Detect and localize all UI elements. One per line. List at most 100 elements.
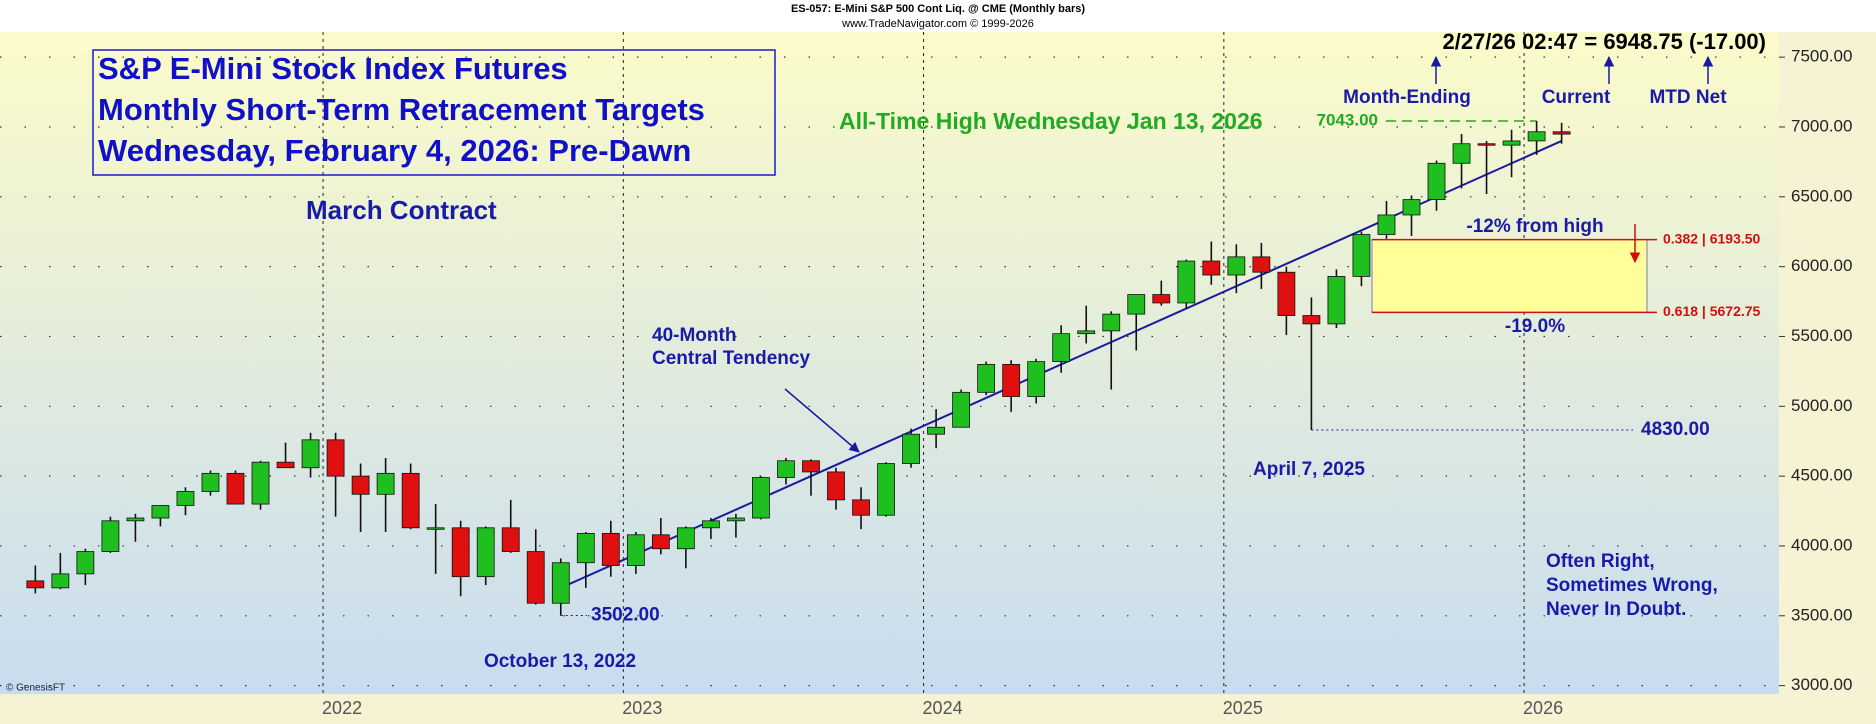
plot-background	[0, 32, 1779, 694]
ath-label: 7043.00	[1317, 110, 1378, 129]
candle-body	[1052, 333, 1071, 363]
chart-subtitle: www.TradeNavigator.com © 1999-2026	[841, 18, 1034, 30]
candle-body	[827, 471, 845, 501]
candle-body	[151, 505, 170, 519]
y-tick-label: 6000.00	[1791, 256, 1852, 275]
trend-arrow	[784, 388, 860, 453]
contract-label: March Contract	[306, 195, 497, 225]
x-tick-label: 2023	[622, 698, 662, 718]
low-label: 3502.00	[591, 605, 660, 626]
candle-body	[26, 580, 45, 589]
y-tick-label: 4000.00	[1791, 535, 1852, 554]
candle-body	[501, 527, 520, 552]
low-label: 4830.00	[1641, 419, 1710, 440]
candle-body	[226, 472, 245, 505]
candle-body	[1002, 363, 1021, 397]
candle-body	[51, 573, 70, 589]
y-tick-label: 5000.00	[1791, 396, 1852, 415]
candle-body	[1127, 294, 1146, 315]
quote-label: Current	[1542, 87, 1611, 108]
date-label: April 7, 2025	[1253, 459, 1365, 480]
candle-body	[301, 439, 320, 469]
retracement-text: -19.0%	[1505, 316, 1565, 337]
y-axis-strip	[1779, 32, 1876, 724]
candle-body	[1527, 131, 1546, 142]
motto: Sometimes Wrong,	[1546, 575, 1718, 596]
candle-body	[526, 551, 545, 604]
y-tick-label: 7000.00	[1791, 116, 1852, 135]
candle-body	[676, 527, 695, 550]
candle-body	[276, 461, 295, 469]
chart-layer: 3000.00 3500.00 4000.00 4500.00 5000.00 5500.…	[0, 29, 1852, 718]
candle-body	[1452, 143, 1471, 164]
quote: 2/27/26 02:47 = 6948.75 (-17.00)	[1442, 29, 1766, 54]
candle-body	[1377, 214, 1396, 235]
y-tick-label: 7500.00	[1791, 47, 1852, 66]
retracement-label: 0.382 | 6193.50	[1663, 230, 1761, 246]
motto: Never In Doubt.	[1546, 599, 1686, 620]
candle-body	[1402, 199, 1421, 216]
chart-title: ES-057: E-Mini S&P 500 Cont Liq. @ CME (…	[791, 3, 1085, 15]
credit: © GenesisFT	[6, 683, 65, 694]
headline: Wednesday, February 4, 2026: Pre-Dawn	[98, 133, 691, 168]
ath-text: All-Time High Wednesday Jan 13, 2026	[839, 108, 1263, 134]
candle-body	[727, 517, 745, 522]
candle-body	[626, 534, 645, 566]
candle-body	[251, 461, 270, 505]
trend-label: Central Tendency	[652, 348, 810, 369]
candle-body	[1552, 131, 1571, 135]
candle-body	[852, 499, 870, 516]
candle-body	[176, 491, 195, 506]
candle-body	[952, 391, 971, 428]
x-tick-label: 2022	[322, 698, 362, 718]
candle-body	[1252, 256, 1271, 273]
candle-body	[476, 527, 495, 578]
candle-body	[601, 532, 620, 566]
candle-body	[1077, 330, 1096, 335]
candle-body	[101, 520, 120, 552]
candle-body	[927, 426, 945, 435]
y-tick-label: 3500.00	[1791, 605, 1852, 624]
candle-body	[1477, 143, 1496, 146]
y-tick-label: 4500.00	[1791, 466, 1852, 485]
candle-body	[977, 363, 996, 393]
candle-body	[126, 517, 145, 522]
candle-body	[451, 527, 470, 578]
y-tick-label: 6500.00	[1791, 186, 1852, 205]
candle-body	[1227, 256, 1246, 276]
candle-body	[376, 472, 395, 495]
candle-body	[1102, 313, 1121, 332]
headline: Monthly Short-Term Retracement Targets	[98, 92, 705, 127]
retracement-zone	[1371, 239, 1648, 313]
candle-body	[877, 463, 895, 516]
x-axis-strip	[0, 694, 1779, 724]
headline: S&P E-Mini Stock Index Futures	[98, 51, 568, 86]
motto: Often Right,	[1546, 551, 1655, 572]
candle-body	[426, 527, 445, 530]
candle-body	[1352, 234, 1371, 277]
candle-body	[1302, 315, 1321, 325]
candle-body	[576, 532, 595, 564]
candle-body	[1427, 162, 1446, 200]
candle-body	[777, 460, 795, 478]
candle-body	[702, 520, 720, 529]
date-label: October 13, 2022	[484, 651, 636, 672]
retracement-text: -12% from high	[1466, 216, 1603, 237]
candle-body	[1152, 294, 1171, 304]
candle-body	[76, 551, 95, 575]
candle-body	[1502, 140, 1521, 146]
x-tick-label: 2024	[923, 698, 963, 718]
quote-label: MTD Net	[1649, 87, 1727, 108]
quote-label: Month-Ending	[1343, 87, 1471, 108]
candle-body	[326, 439, 345, 477]
candle-body	[802, 460, 820, 473]
candle-body	[1327, 276, 1346, 325]
candle-body	[1277, 271, 1296, 316]
candle-body	[201, 472, 220, 492]
candle-body	[902, 433, 920, 464]
candle-body	[752, 477, 770, 519]
x-tick-label: 2025	[1223, 698, 1263, 718]
title-box	[92, 49, 776, 176]
candle-body	[401, 472, 420, 529]
